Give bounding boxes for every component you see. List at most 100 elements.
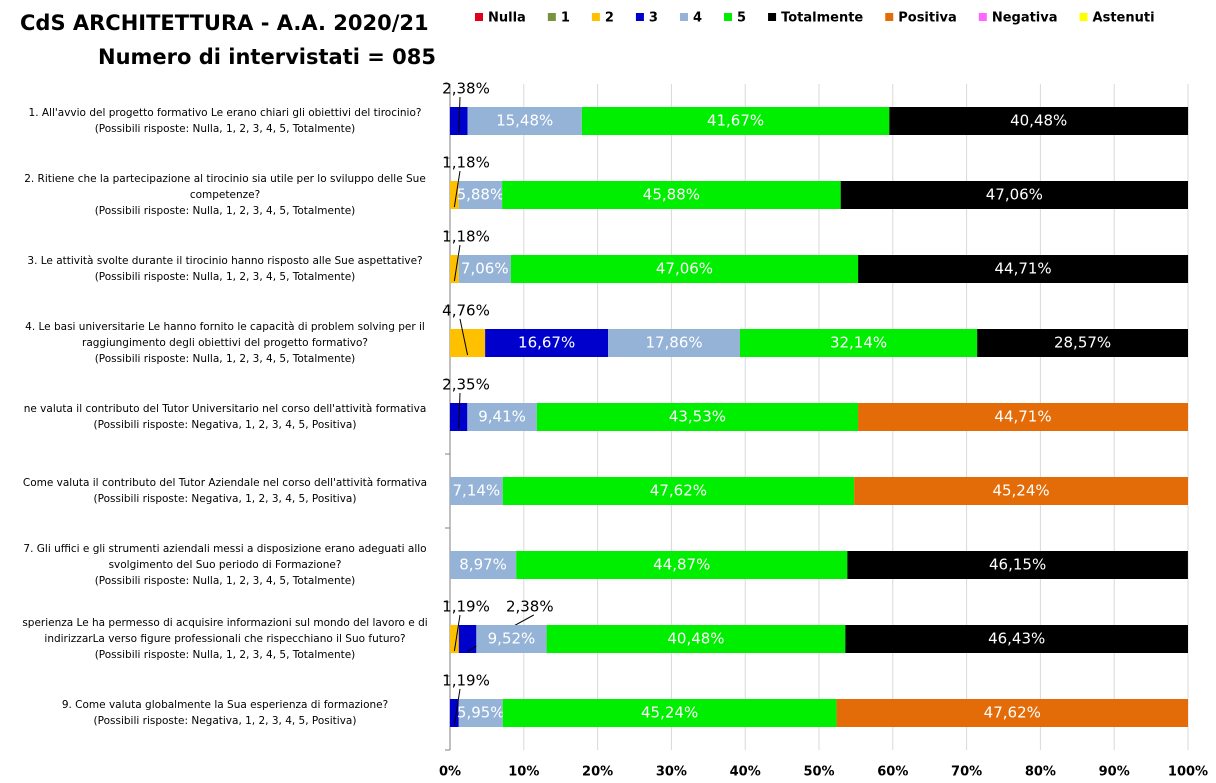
category-label: (Possibili risposte: Negativa, 1, 2, 3, … bbox=[94, 493, 357, 505]
value-label: 1,19% bbox=[442, 598, 490, 616]
value-label: 32,14% bbox=[830, 334, 887, 352]
value-label: 2,38% bbox=[506, 598, 554, 616]
value-label: 28,57% bbox=[1054, 334, 1111, 352]
value-label: 9,41% bbox=[478, 408, 526, 426]
bar-segment bbox=[858, 255, 1189, 283]
leader-line bbox=[453, 688, 461, 726]
leader-line bbox=[459, 318, 469, 356]
chart-subtitle: Numero di intervistati = 085 bbox=[98, 45, 436, 69]
bar-segment bbox=[450, 625, 459, 653]
bar-segment bbox=[840, 181, 1188, 209]
legend-label: Nulla bbox=[488, 11, 526, 26]
category-label: competenze? bbox=[190, 189, 260, 201]
bar-segment bbox=[516, 551, 848, 579]
value-label: 47,62% bbox=[650, 482, 707, 500]
bar-segment bbox=[977, 329, 1188, 357]
category-label: 2. Ritiene che la partecipazione al tiro… bbox=[24, 173, 426, 185]
value-label: 15,48% bbox=[496, 112, 553, 130]
chart-title: CdS ARCHITETTURA - A.A. 2020/21 bbox=[20, 11, 429, 35]
leader-line bbox=[453, 244, 461, 282]
leader-line bbox=[453, 614, 461, 652]
bar-segment bbox=[502, 181, 841, 209]
category-label: 1. All'avvio del progetto formativo Le e… bbox=[29, 107, 422, 119]
category-label: (Possibili risposte: Nulla, 1, 2, 3, 4, … bbox=[95, 205, 356, 217]
legend-swatch bbox=[1079, 13, 1088, 21]
category-label: indirizzarLa verso figure professionali … bbox=[44, 633, 405, 645]
bar-segment bbox=[854, 477, 1188, 505]
value-label: 5,95% bbox=[457, 704, 505, 722]
x-tick-label: 60% bbox=[877, 765, 908, 780]
category-label: (Possibili risposte: Nulla, 1, 2, 3, 4, … bbox=[95, 353, 356, 365]
value-label: 44,71% bbox=[994, 260, 1051, 278]
value-label: 7,06% bbox=[461, 260, 509, 278]
value-label: 45,24% bbox=[641, 704, 698, 722]
category-label: (Possibili risposte: Nulla, 1, 2, 3, 4, … bbox=[95, 575, 356, 587]
legend-swatch bbox=[591, 13, 600, 21]
category-label: (Possibili risposte: Nulla, 1, 2, 3, 4, … bbox=[95, 649, 356, 661]
bar-segment bbox=[546, 625, 846, 653]
value-label: 16,67% bbox=[518, 334, 575, 352]
leader-line bbox=[453, 170, 461, 208]
x-tick-label: 0% bbox=[439, 765, 461, 780]
leader-line bbox=[458, 392, 461, 430]
category-label: 7. Gli uffici e gli strumenti aziendali … bbox=[23, 543, 426, 555]
value-label: 40,48% bbox=[1010, 112, 1067, 130]
legend-label: 3 bbox=[649, 11, 658, 26]
bar-segment bbox=[450, 181, 459, 209]
value-label: 46,43% bbox=[988, 630, 1045, 648]
bar-segment bbox=[458, 255, 511, 283]
legend-label: Totalmente bbox=[781, 11, 863, 26]
value-label: 2,35% bbox=[442, 376, 490, 394]
bar-segment bbox=[485, 329, 609, 357]
x-tick-label: 10% bbox=[508, 765, 539, 780]
legend-swatch bbox=[768, 13, 777, 21]
x-tick-label: 80% bbox=[1025, 765, 1056, 780]
value-label: 5,88% bbox=[457, 186, 505, 204]
bar-segment bbox=[450, 551, 517, 579]
x-tick-label: 50% bbox=[803, 765, 834, 780]
value-label: 45,24% bbox=[992, 482, 1049, 500]
value-label: 40,48% bbox=[667, 630, 724, 648]
value-label: 9,52% bbox=[488, 630, 536, 648]
bar-segment bbox=[502, 699, 837, 727]
legend-label: Negativa bbox=[992, 11, 1058, 26]
x-tick-label: 40% bbox=[730, 765, 761, 780]
legend-swatch bbox=[547, 13, 556, 21]
category-label: sperienza Le ha permesso di acquisire in… bbox=[22, 617, 427, 629]
category-label: 3. Le attività svolte durante il tirocin… bbox=[27, 255, 422, 267]
bar-segment bbox=[608, 329, 740, 357]
value-label: 47,06% bbox=[656, 260, 713, 278]
x-tick-label: 20% bbox=[582, 765, 613, 780]
legend-label: Astenuti bbox=[1093, 11, 1155, 26]
value-label: 1,18% bbox=[442, 154, 490, 172]
value-label: 43,53% bbox=[669, 408, 726, 426]
legend-label: 2 bbox=[605, 11, 614, 26]
legend-label: 1 bbox=[561, 11, 570, 26]
legend-swatch bbox=[475, 13, 483, 21]
bar-segment bbox=[739, 329, 978, 357]
category-label: Come valuta il contributo del Tutor Azie… bbox=[23, 477, 427, 489]
bar-segment bbox=[450, 329, 486, 357]
bar-segment bbox=[847, 551, 1188, 579]
value-label: 2,38% bbox=[442, 80, 490, 98]
x-tick-label: 30% bbox=[656, 765, 687, 780]
legend-swatch bbox=[635, 13, 644, 21]
bar-segment bbox=[458, 625, 477, 653]
legend-label: Positiva bbox=[898, 11, 957, 26]
value-label: 1,19% bbox=[442, 672, 490, 690]
value-label: 41,67% bbox=[707, 112, 764, 130]
bar-segment bbox=[889, 107, 1189, 135]
value-label: 46,15% bbox=[989, 556, 1046, 574]
value-label: 47,62% bbox=[984, 704, 1041, 722]
x-tick-label: 100% bbox=[1168, 765, 1208, 780]
x-tick-label: 90% bbox=[1099, 765, 1130, 780]
value-label: 17,86% bbox=[645, 334, 702, 352]
category-label: 9. Come valuta globalmente la Sua esperi… bbox=[62, 699, 388, 711]
value-label: 44,71% bbox=[994, 408, 1051, 426]
category-label: (Possibili risposte: Nulla, 1, 2, 3, 4, … bbox=[95, 271, 356, 283]
legend-swatch bbox=[885, 13, 894, 21]
bar-segment bbox=[458, 181, 503, 209]
category-label: 4. Le basi universitarie Le hanno fornit… bbox=[25, 321, 425, 333]
bar-segment bbox=[450, 255, 459, 283]
bar-segment bbox=[502, 477, 855, 505]
